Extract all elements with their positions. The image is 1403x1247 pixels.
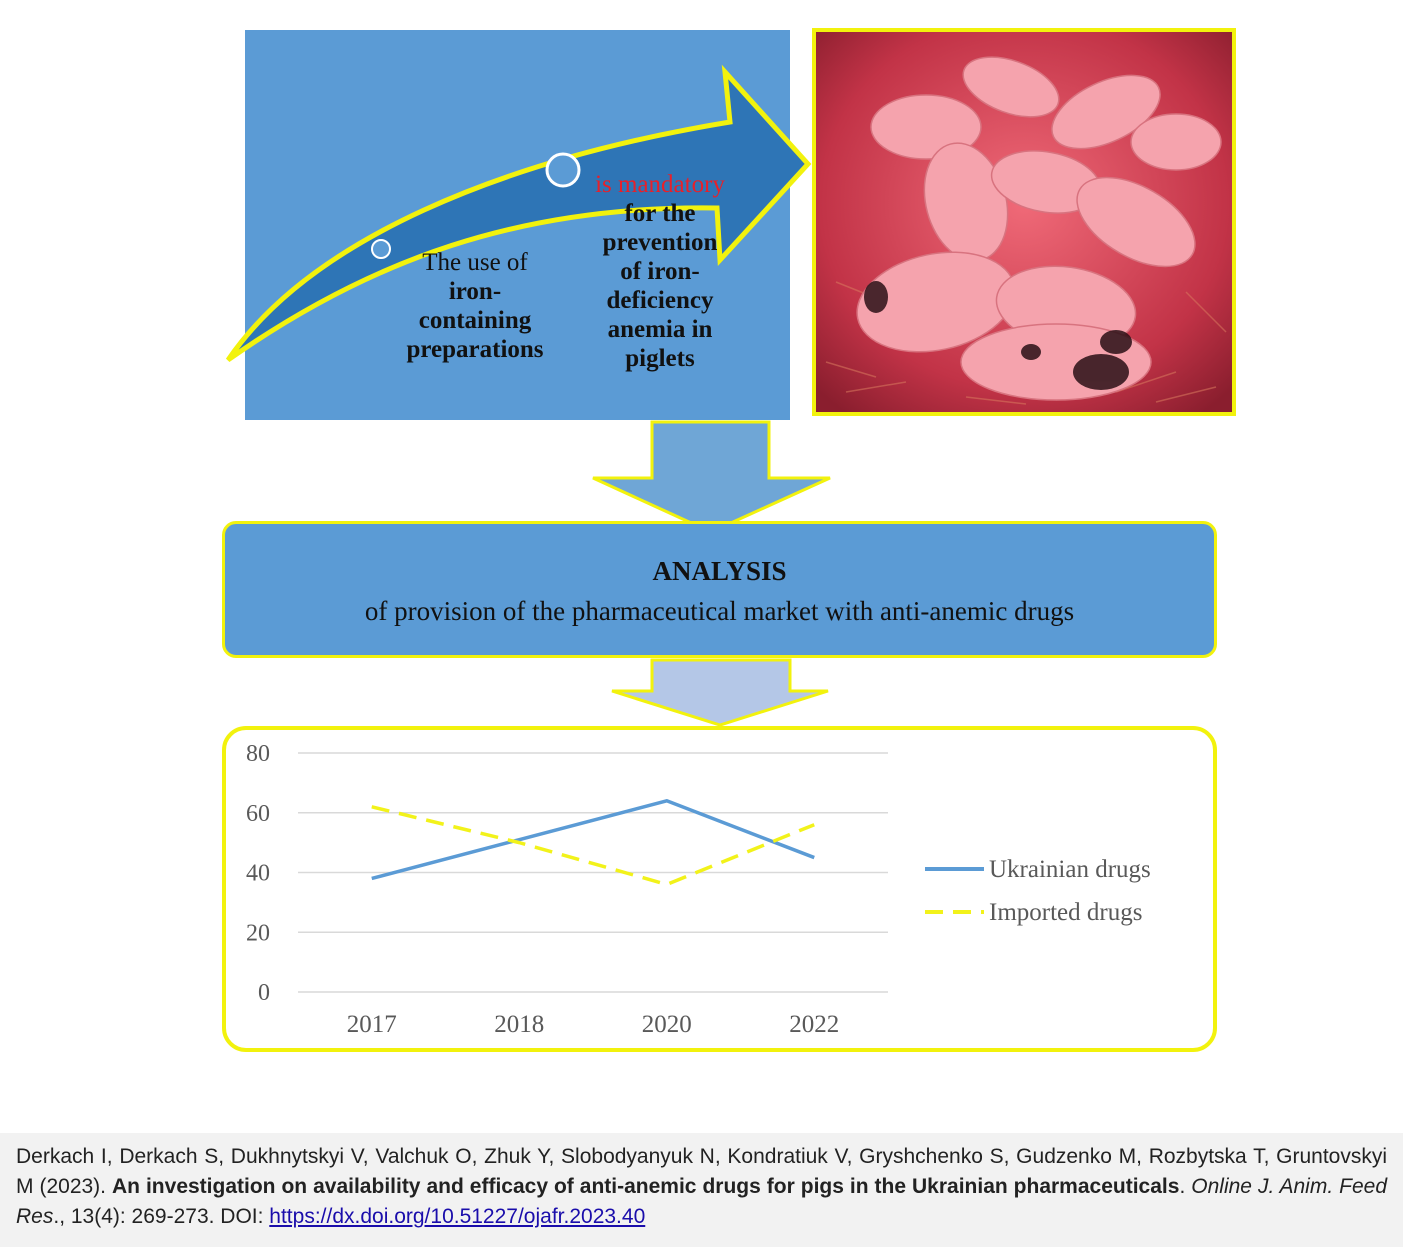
curved-arrow [225, 64, 812, 363]
arrow-dot-small [371, 239, 391, 259]
left-text-bold-2: containing [418, 307, 532, 334]
citation-title-end: . [1179, 1175, 1186, 1198]
piglets-photo [812, 28, 1236, 416]
series-line-1 [371, 805, 815, 887]
analysis-subtitle: of provision of the pharmaceutical marke… [364, 596, 1075, 626]
right-text-bold-1: for the [624, 200, 696, 227]
x-tick-label: 2022 [789, 1011, 839, 1038]
series-line-0 [371, 799, 815, 881]
citation-authors: Derkach I, Derkach S, Dukhnytskyi V, Val… [16, 1145, 1387, 1198]
x-tick-label: 2018 [494, 1011, 544, 1038]
line-chart: 0 20 40 60 80 2017 2018 2020 2022 Ukrainian dru… [246, 741, 1151, 1038]
legend-label-0: Ukrainian drugs [989, 856, 1151, 883]
right-text-bold-4: deficiency [606, 287, 714, 314]
chart-box [222, 726, 1217, 1052]
right-text-bold-6: piglets [625, 345, 695, 372]
right-panel-text: is mandatory for the prevention of iron-… [585, 170, 735, 373]
citation-journal: Online J. Anim. Feed Res [16, 1175, 1388, 1228]
y-tick-label: 20 [246, 920, 270, 946]
piglets-illustration [816, 32, 1232, 412]
left-text-bold-3: preparations [406, 336, 544, 363]
y-tick-label: 80 [246, 741, 270, 767]
x-tick-label: 2020 [642, 1011, 692, 1038]
citation-volume: ., 13(4): 269-273. DOI: [53, 1205, 270, 1228]
citation-title: An investigation on availability and eff… [112, 1175, 1180, 1198]
citation-footer: Derkach I, Derkach S, Dukhnytskyi V, Val… [0, 1133, 1403, 1247]
left-text-line1: The use of [422, 249, 528, 276]
left-panel-text: The use of iron- containing preparations [390, 248, 560, 364]
right-text-bold-3: of iron- [620, 258, 700, 285]
right-text-bold-2: prevention [602, 229, 718, 256]
legend-label-1: Imported drugs [989, 899, 1142, 926]
right-text-highlight: is mandatory [595, 171, 725, 198]
down-arrow-1 [592, 420, 831, 534]
y-tick-label: 60 [246, 801, 270, 827]
y-tick-label: 40 [246, 861, 270, 887]
analysis-title: ANALYSIS [652, 556, 787, 586]
analysis-box: ANALYSIS of provision of the pharmaceuti… [222, 521, 1217, 658]
y-tick-label: 0 [258, 980, 270, 1006]
left-text-bold-1: iron- [448, 278, 502, 305]
arrow-dot-large [545, 152, 581, 188]
right-text-bold-5: anemia in [607, 316, 713, 343]
doi-link[interactable]: https://dx.doi.org/10.51227/ojafr.2023.4… [269, 1205, 646, 1228]
x-tick-label: 2017 [347, 1011, 397, 1038]
down-arrow-2 [611, 658, 829, 727]
